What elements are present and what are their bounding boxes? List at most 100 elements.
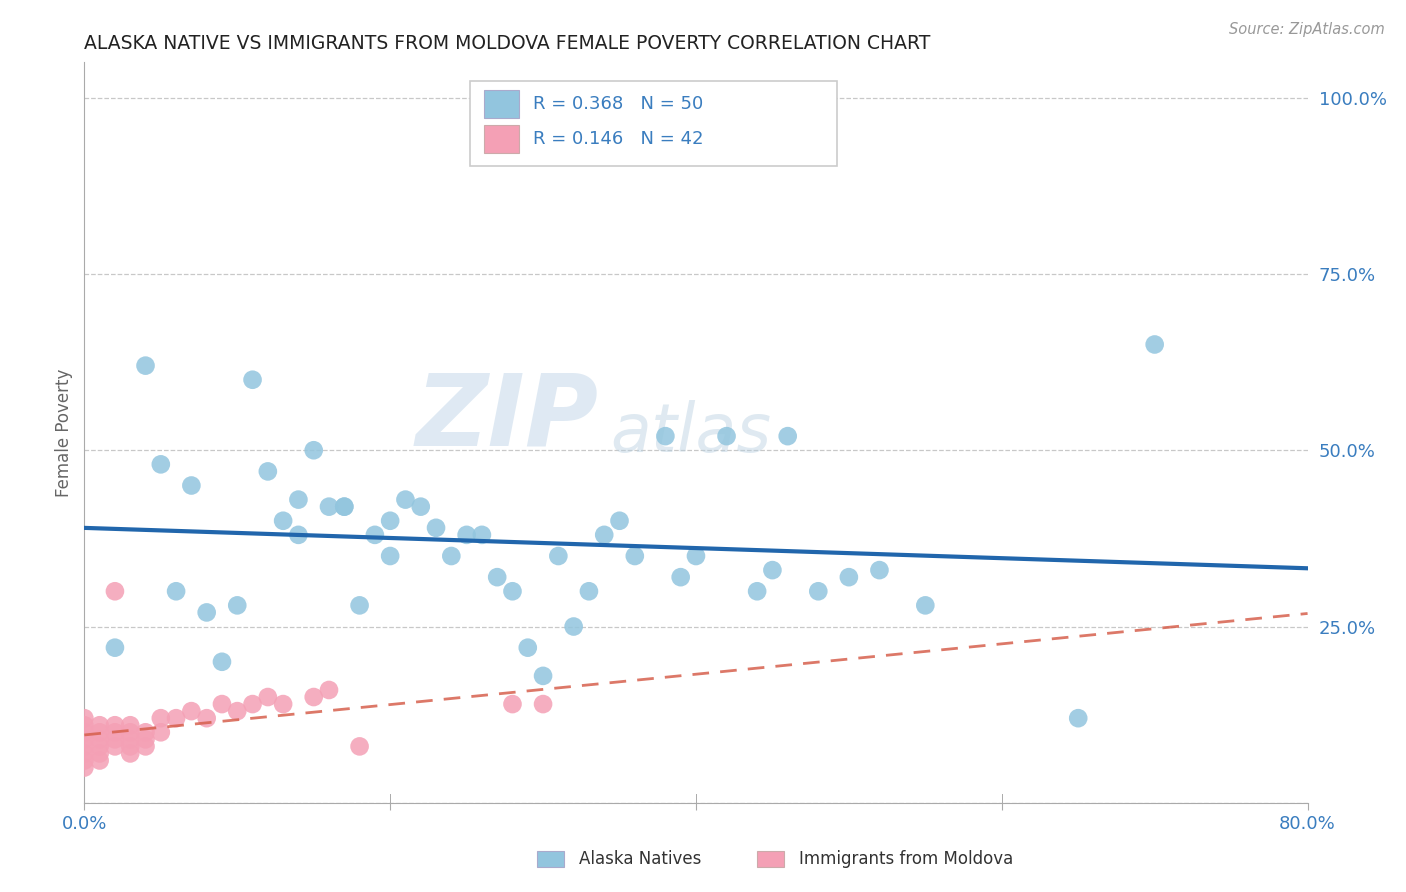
FancyBboxPatch shape bbox=[758, 851, 785, 867]
FancyBboxPatch shape bbox=[484, 125, 519, 153]
Point bbox=[135, 739, 157, 754]
Point bbox=[271, 514, 294, 528]
Point bbox=[180, 478, 202, 492]
Point bbox=[471, 528, 494, 542]
Point bbox=[502, 584, 524, 599]
Point bbox=[593, 528, 616, 542]
Point bbox=[89, 747, 111, 761]
Point bbox=[364, 528, 387, 542]
Point bbox=[89, 739, 111, 754]
Point bbox=[73, 718, 96, 732]
Point bbox=[502, 697, 524, 711]
Point bbox=[302, 443, 325, 458]
Point bbox=[104, 640, 127, 655]
Text: Immigrants from Moldova: Immigrants from Moldova bbox=[799, 850, 1012, 868]
Point bbox=[287, 492, 309, 507]
Point bbox=[226, 704, 249, 718]
Point bbox=[869, 563, 891, 577]
Point bbox=[89, 754, 111, 768]
Point bbox=[104, 739, 127, 754]
Point bbox=[1143, 337, 1166, 351]
Point bbox=[349, 599, 371, 613]
Point bbox=[547, 549, 569, 563]
Text: Alaska Natives: Alaska Natives bbox=[578, 850, 702, 868]
Point bbox=[89, 718, 111, 732]
Point bbox=[195, 606, 218, 620]
Point bbox=[89, 732, 111, 747]
Point bbox=[73, 732, 96, 747]
Point bbox=[120, 739, 142, 754]
Point bbox=[271, 697, 294, 711]
Point bbox=[89, 725, 111, 739]
Point bbox=[135, 732, 157, 747]
Point bbox=[104, 732, 127, 747]
Point bbox=[195, 711, 218, 725]
Point bbox=[440, 549, 463, 563]
Point bbox=[914, 599, 936, 613]
Point bbox=[149, 458, 172, 472]
Point bbox=[257, 464, 280, 478]
Point bbox=[456, 528, 478, 542]
Point bbox=[73, 725, 96, 739]
Point bbox=[349, 739, 371, 754]
Point bbox=[318, 683, 340, 698]
Point bbox=[120, 718, 142, 732]
Point bbox=[135, 725, 157, 739]
Point bbox=[149, 711, 172, 725]
Point bbox=[486, 570, 509, 584]
Text: ALASKA NATIVE VS IMMIGRANTS FROM MOLDOVA FEMALE POVERTY CORRELATION CHART: ALASKA NATIVE VS IMMIGRANTS FROM MOLDOVA… bbox=[84, 34, 931, 53]
Point bbox=[120, 725, 142, 739]
Point bbox=[776, 429, 799, 443]
Point bbox=[211, 655, 233, 669]
Point bbox=[716, 429, 738, 443]
Point bbox=[120, 747, 142, 761]
Point bbox=[104, 584, 127, 599]
Point bbox=[333, 500, 356, 514]
Point bbox=[73, 760, 96, 774]
Point bbox=[394, 492, 416, 507]
Text: Source: ZipAtlas.com: Source: ZipAtlas.com bbox=[1229, 22, 1385, 37]
Point bbox=[516, 640, 538, 655]
Point bbox=[531, 697, 554, 711]
Point bbox=[685, 549, 707, 563]
Point bbox=[73, 739, 96, 754]
Point bbox=[149, 725, 172, 739]
Point bbox=[333, 500, 356, 514]
Point bbox=[380, 514, 402, 528]
Text: R = 0.368   N = 50: R = 0.368 N = 50 bbox=[533, 95, 703, 113]
Point bbox=[211, 697, 233, 711]
Point bbox=[531, 669, 554, 683]
Point bbox=[73, 754, 96, 768]
Text: atlas: atlas bbox=[610, 400, 772, 466]
Point bbox=[624, 549, 647, 563]
Point bbox=[257, 690, 280, 704]
Point bbox=[318, 500, 340, 514]
FancyBboxPatch shape bbox=[470, 81, 837, 166]
Y-axis label: Female Poverty: Female Poverty bbox=[55, 368, 73, 497]
Point bbox=[165, 711, 187, 725]
FancyBboxPatch shape bbox=[537, 851, 564, 867]
Point bbox=[409, 500, 432, 514]
Point bbox=[747, 584, 769, 599]
Text: ZIP: ZIP bbox=[415, 369, 598, 467]
Point bbox=[73, 711, 96, 725]
Point bbox=[654, 429, 676, 443]
Point bbox=[609, 514, 631, 528]
Point bbox=[104, 718, 127, 732]
Point bbox=[425, 521, 447, 535]
Point bbox=[180, 704, 202, 718]
Point bbox=[562, 619, 585, 633]
Point bbox=[761, 563, 783, 577]
Point bbox=[120, 732, 142, 747]
Point bbox=[1067, 711, 1090, 725]
Point bbox=[226, 599, 249, 613]
Point bbox=[807, 584, 830, 599]
Point bbox=[669, 570, 692, 584]
Point bbox=[302, 690, 325, 704]
Point bbox=[287, 528, 309, 542]
Point bbox=[380, 549, 402, 563]
Point bbox=[242, 373, 264, 387]
Point bbox=[104, 725, 127, 739]
FancyBboxPatch shape bbox=[484, 90, 519, 118]
Point bbox=[578, 584, 600, 599]
